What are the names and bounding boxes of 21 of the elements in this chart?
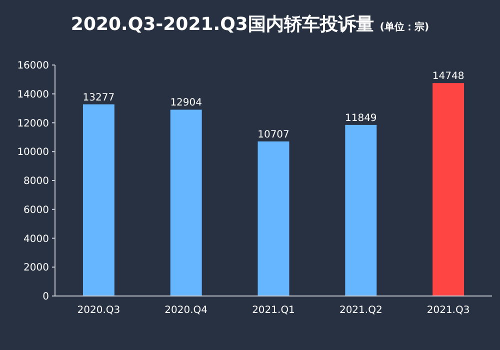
- title: 2020.Q3-2021.Q3国内轿车投诉量: [70, 14, 374, 35]
- y-tick-label: 6000: [24, 204, 49, 216]
- x-tick-label: 2020.Q3: [77, 305, 120, 316]
- data-label: 13277: [82, 92, 115, 104]
- x-tick-label: 2021.Q1: [252, 305, 295, 316]
- x-tick-label: 2021.Q2: [339, 305, 382, 316]
- x-tick-label: 2020.Q4: [164, 305, 208, 316]
- y-tick-label: 8000: [24, 176, 49, 187]
- data-label: 10707: [258, 129, 290, 140]
- y-tick-label: 0: [42, 292, 49, 302]
- x-tick-label: 2021.Q3: [426, 305, 470, 316]
- data-label: 14748: [432, 71, 464, 82]
- subtitle: (单位：宗): [380, 22, 430, 33]
- y-tick-label: 12000: [17, 118, 49, 130]
- y-tick-label: 16000: [17, 60, 49, 72]
- data-label: 12904: [170, 98, 202, 109]
- y-tick-label: 2000: [24, 262, 49, 274]
- y-tick-label: 10000: [17, 147, 49, 158]
- data-label: 11849: [344, 112, 377, 124]
- y-tick-label: 14000: [17, 89, 49, 100]
- y-tick-label: 4000: [24, 234, 49, 245]
